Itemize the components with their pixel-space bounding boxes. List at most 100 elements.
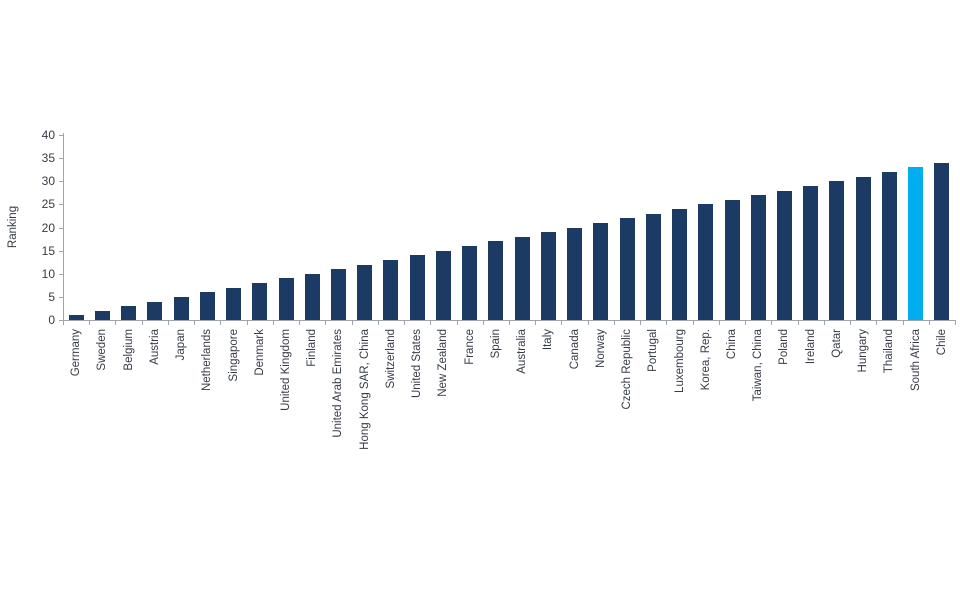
x-tick-label-germany: Germany — [70, 329, 83, 377]
bar-thailand — [881, 172, 897, 320]
y-axis-tick — [59, 135, 63, 136]
x-tick-label-switzerland: Switzerland — [384, 329, 397, 389]
x-axis-tick — [482, 321, 484, 325]
y-tick-label: 35 — [41, 151, 55, 166]
x-tick-label-sweden: Sweden — [96, 329, 109, 371]
x-tick-label-denmark: Denmark — [253, 329, 266, 376]
x-axis-tick — [718, 321, 720, 325]
x-tick-label-australia: Australia — [516, 329, 529, 374]
y-axis-tick — [59, 320, 63, 321]
x-axis-tick — [141, 321, 143, 325]
y-tick-label: 10 — [41, 266, 55, 281]
bar-belgium — [121, 306, 137, 320]
x-tick-label-thailand: Thailand — [883, 329, 896, 374]
x-axis-tick — [928, 321, 930, 325]
x-tick-label-hong-kong-sar-china: Hong Kong SAR, China — [358, 329, 371, 450]
x-axis-tick — [745, 321, 747, 325]
x-tick-label-spain: Spain — [489, 329, 502, 359]
bar-portugal — [645, 213, 661, 320]
y-tick-label: 25 — [41, 197, 55, 212]
x-tick-label-france: France — [463, 329, 476, 365]
bar-hungary — [855, 176, 871, 320]
x-tick-label-canada: Canada — [568, 329, 581, 370]
bar-spain — [488, 241, 504, 320]
y-tick-label: 40 — [41, 128, 55, 142]
x-axis-tick — [640, 321, 642, 325]
x-tick-label-portugal: Portugal — [647, 329, 660, 372]
x-axis-tick — [167, 321, 169, 325]
x-axis-tick — [955, 321, 956, 325]
y-axis-tick — [59, 181, 63, 183]
y-axis-tick — [59, 158, 63, 160]
x-axis-tick — [404, 321, 406, 325]
x-axis-tick — [823, 321, 825, 325]
x-axis-tick — [351, 321, 353, 325]
y-tick-label: 20 — [41, 220, 55, 235]
bar-denmark — [252, 283, 268, 320]
bar-finland — [304, 273, 320, 320]
x-tick-label-qatar: Qatar — [830, 329, 843, 358]
bar-sweden — [94, 310, 110, 320]
bar-germany — [68, 315, 84, 320]
x-tick-label-ireland: Ireland — [804, 329, 817, 365]
x-axis-tick — [561, 321, 563, 325]
x-tick-label-norway: Norway — [594, 329, 607, 368]
x-tick-label-chile: Chile — [935, 329, 948, 356]
x-axis-tick — [89, 321, 91, 325]
x-axis-tick — [246, 321, 248, 325]
bar-new-zealand — [435, 250, 451, 320]
x-tick-label-poland: Poland — [778, 329, 791, 365]
x-axis-tick — [587, 321, 589, 325]
x-axis-tick — [666, 321, 668, 325]
x-tick-label-japan: Japan — [175, 329, 188, 361]
y-axis-tick — [59, 296, 63, 298]
x-tick-label-new-zealand: New Zealand — [437, 329, 450, 397]
bar-netherlands — [199, 292, 215, 320]
bar-italy — [540, 232, 556, 320]
x-tick-label-hungary: Hungary — [857, 329, 870, 373]
x-axis-tick — [115, 321, 117, 325]
x-axis-tick — [509, 321, 510, 325]
bar-switzerland — [383, 259, 399, 320]
x-tick-label-czech-republic: Czech Republic — [621, 329, 634, 410]
bar-qatar — [829, 181, 845, 320]
x-axis-line — [63, 320, 956, 321]
bar-luxembourg — [672, 209, 688, 320]
bar-poland — [776, 190, 792, 320]
x-axis-tick — [613, 321, 615, 325]
x-tick-label-united-kingdom: United Kingdom — [280, 329, 292, 411]
x-tick-label-south-africa: South Africa — [909, 329, 922, 392]
y-tick-label: 0 — [48, 313, 55, 327]
bar-australia — [514, 236, 530, 320]
bar-france — [462, 246, 478, 320]
bar-austria — [147, 301, 163, 320]
x-tick-label-united-states: United States — [411, 329, 424, 399]
x-axis-tick — [535, 321, 537, 325]
bar-czech-republic — [619, 218, 635, 320]
y-axis-tick — [59, 227, 63, 229]
x-axis-tick — [902, 321, 904, 325]
bar-taiwan-china — [750, 195, 766, 320]
x-tick-label-italy: Italy — [542, 329, 555, 351]
x-axis-tick — [272, 321, 274, 325]
x-axis-tick — [876, 321, 878, 325]
x-axis-tick — [797, 321, 799, 325]
bar-hong-kong-sar-china — [357, 264, 373, 320]
x-axis-tick — [194, 321, 196, 325]
bar-united-states — [409, 255, 425, 320]
x-tick-label-netherlands: Netherlands — [201, 329, 214, 392]
y-axis-tick — [59, 250, 63, 252]
y-tick-label: 30 — [41, 174, 55, 189]
y-axis-title: Ranking — [7, 205, 19, 249]
bar-singapore — [226, 287, 242, 320]
bar-chile — [934, 162, 950, 320]
y-axis-tick — [59, 204, 63, 206]
x-tick-label-united-arab-emirates: United Arab Emirates — [332, 329, 345, 438]
x-axis-tick — [220, 321, 222, 325]
x-axis-tick — [377, 321, 379, 325]
x-tick-label-singapore: Singapore — [227, 329, 240, 382]
x-tick-label-china: China — [726, 329, 738, 360]
bar-japan — [173, 296, 189, 320]
y-axis-tick — [59, 273, 63, 275]
